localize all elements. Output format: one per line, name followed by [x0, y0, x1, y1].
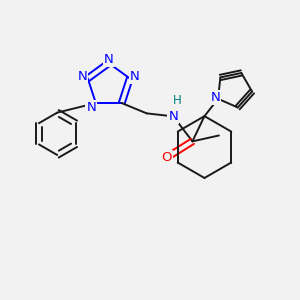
Text: N: N: [78, 70, 87, 83]
Text: N: N: [168, 110, 178, 123]
Text: H: H: [173, 94, 182, 106]
Text: N: N: [104, 53, 114, 66]
Text: N: N: [210, 91, 220, 104]
Text: O: O: [162, 151, 172, 164]
Text: N: N: [130, 70, 140, 83]
Text: N: N: [86, 101, 96, 114]
